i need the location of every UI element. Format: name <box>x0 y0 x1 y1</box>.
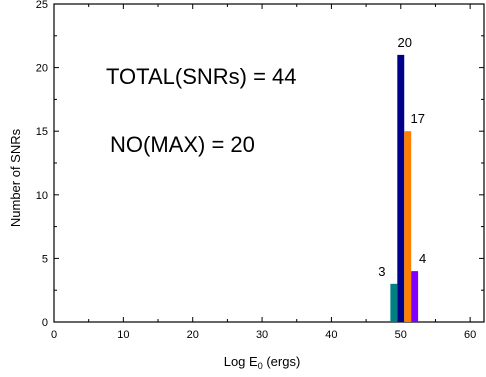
annotation-total: TOTAL(SNRs) = 44 <box>106 64 297 89</box>
bar-data-label: 20 <box>398 35 412 50</box>
x-axis-title-main: Log E <box>224 354 258 369</box>
x-tick-label: 60 <box>464 329 476 341</box>
bar-data-label: 3 <box>378 264 385 279</box>
axes: 0 10 20 30 40 50 60 0 5 10 15 20 25 <box>36 0 485 341</box>
y-tick-label: 20 <box>36 63 48 75</box>
y-tick-label: 5 <box>42 253 48 265</box>
y-tick-label: 25 <box>36 0 48 11</box>
y-tick-label: 15 <box>36 126 48 138</box>
x-tick-label: 10 <box>117 329 129 341</box>
bar <box>411 271 419 322</box>
x-tick-label: 0 <box>51 329 57 341</box>
bar-data-label: 4 <box>419 251 426 266</box>
bar <box>390 283 398 322</box>
x-tick-label: 40 <box>325 329 337 341</box>
x-tick-label: 20 <box>187 329 199 341</box>
x-axis-title-subscript: 0 <box>258 361 263 371</box>
annotation-max: NO(MAX) = 20 <box>110 132 255 157</box>
bar-data-label: 17 <box>410 111 424 126</box>
data-labels: 3 20 17 4 <box>378 35 426 279</box>
bars <box>390 54 419 322</box>
y-tick-label: 10 <box>36 190 48 202</box>
bar <box>397 54 405 322</box>
bar <box>404 131 412 322</box>
y-axis-title: Number of SNRs <box>8 128 23 227</box>
x-tick-label: 30 <box>256 329 268 341</box>
y-tick-label: 0 <box>42 317 48 329</box>
x-axis-title: Log E0 (ergs) <box>224 354 301 371</box>
x-tick-label: 50 <box>395 329 407 341</box>
x-axis-title-unit: (ergs) <box>263 354 301 369</box>
plot-frame <box>53 3 485 323</box>
